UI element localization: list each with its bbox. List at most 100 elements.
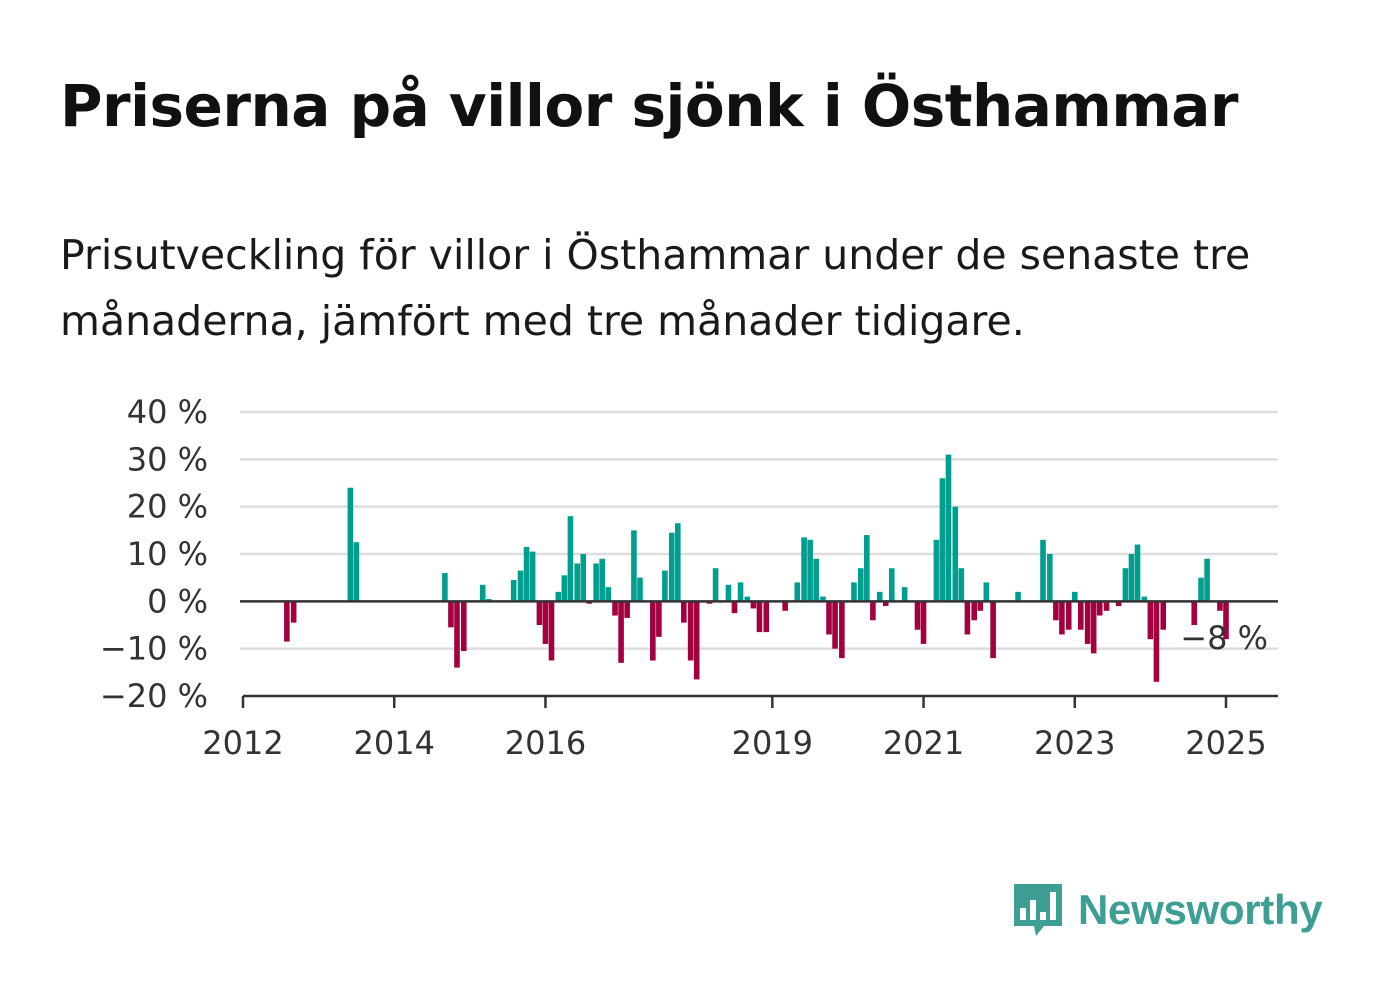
bar: [1090, 601, 1097, 654]
bar: [763, 601, 770, 633]
bar: [977, 601, 984, 611]
y-tick-label: 20 %: [127, 488, 208, 526]
brand-name: Newsworthy: [1078, 886, 1323, 933]
bar: [756, 601, 763, 633]
bar: [1134, 544, 1141, 602]
bar: [284, 601, 290, 642]
bar: [1115, 601, 1122, 607]
bar: [605, 587, 612, 602]
bar: [454, 601, 460, 668]
x-tick-label: 2012: [202, 724, 283, 762]
bar: [1191, 601, 1198, 625]
chart-subtitle: Prisutveckling för villor i Östhammar un…: [60, 231, 1251, 345]
bar: [510, 580, 517, 602]
bar: [1147, 601, 1154, 640]
bar-chart-speech-bubble-icon: [1014, 884, 1062, 936]
x-tick-label: 2016: [505, 724, 586, 762]
bar: [442, 572, 448, 602]
y-tick-label: 40 %: [127, 393, 208, 431]
bar: [1065, 601, 1072, 630]
bar: [1047, 554, 1053, 602]
bar: [870, 601, 876, 621]
axis-labels: 40 % 30 % 20 % 10 % 0 % −10 % −20 % 2012 2014 201…: [100, 393, 1268, 762]
x-tick-label: 2025: [1185, 724, 1266, 762]
bar: [555, 591, 562, 602]
bar: [876, 591, 883, 602]
bar: [920, 601, 927, 644]
bar: [681, 601, 687, 623]
bar-series: [284, 454, 1229, 682]
last-value-label: −8 %: [1180, 619, 1268, 657]
bar: [637, 577, 643, 602]
bar: [857, 568, 864, 602]
bar: [461, 601, 467, 652]
bar: [593, 563, 599, 602]
bar: [580, 554, 587, 602]
bar: [933, 539, 940, 602]
bar: [567, 516, 574, 602]
axes: [240, 600, 1278, 708]
bar: [971, 601, 977, 621]
bar: [1217, 601, 1223, 611]
bar: [964, 601, 971, 635]
bar: [1084, 601, 1091, 644]
bar: [750, 601, 757, 609]
bar: [662, 570, 668, 602]
y-tick-label: −10 %: [100, 630, 208, 668]
bar: [826, 601, 832, 635]
gridlines: [240, 410, 1278, 650]
bar: [1053, 601, 1059, 621]
y-tick-label: 30 %: [127, 440, 208, 478]
bar: [725, 584, 732, 602]
bar: [807, 539, 813, 602]
bar-chart: 40 % 30 % 20 % 10 % 0 % −10 % −20 % 2012 2014 201…: [100, 393, 1278, 762]
x-tick-label: 2019: [732, 724, 813, 762]
bar: [548, 601, 555, 661]
bar: [1103, 601, 1110, 611]
bar: [479, 584, 486, 602]
bar: [693, 601, 700, 680]
bar: [618, 601, 624, 663]
bar: [347, 487, 354, 602]
bar: [839, 601, 845, 659]
bar: [731, 601, 738, 614]
bar: [1096, 601, 1103, 616]
bar: [674, 523, 681, 602]
chart-title: Priserna på villor sjönk i Östhammar: [60, 72, 1239, 140]
bar: [1040, 539, 1046, 602]
bar: [668, 532, 675, 602]
bar: [561, 575, 568, 602]
bar: [612, 601, 618, 616]
bar: [448, 601, 454, 628]
bar: [1071, 591, 1078, 602]
bar: [782, 601, 788, 611]
bar: [801, 537, 807, 602]
bar: [820, 596, 826, 602]
bar: [517, 570, 524, 602]
bar: [1059, 601, 1065, 635]
bar: [1223, 601, 1229, 640]
bar: [901, 587, 908, 602]
bar: [523, 546, 530, 602]
y-tick-label: 0 %: [147, 582, 208, 620]
bar: [1153, 601, 1160, 682]
bar: [1128, 554, 1135, 602]
bar: [1015, 591, 1021, 602]
bar: [624, 601, 630, 618]
bar: [958, 568, 965, 602]
bar: [952, 506, 959, 602]
newsworthy-logo: Newsworthy: [1010, 878, 1323, 942]
bar: [599, 558, 605, 602]
x-tick-label: 2014: [354, 724, 435, 762]
bar: [1160, 601, 1167, 630]
bar: [864, 535, 870, 602]
bar: [687, 601, 694, 661]
bar: [939, 478, 946, 602]
bar: [832, 601, 838, 649]
bar: [914, 601, 921, 630]
bar: [1204, 558, 1210, 602]
bar: [290, 601, 297, 623]
bar: [983, 582, 990, 602]
bar: [882, 601, 889, 607]
bar: [1122, 568, 1129, 602]
